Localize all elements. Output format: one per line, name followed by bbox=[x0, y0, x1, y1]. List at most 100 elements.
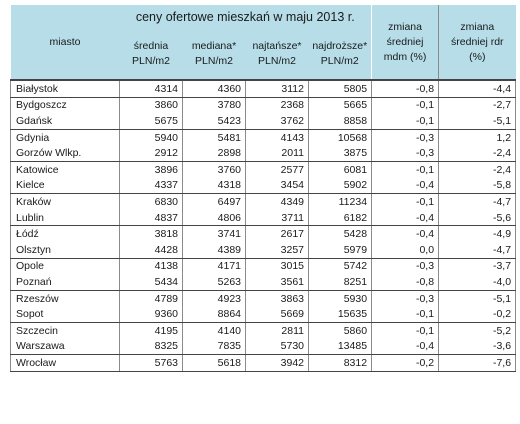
cell-najtansze: 5730 bbox=[245, 338, 309, 356]
header-mediana-line2: PLN/m2 bbox=[195, 55, 233, 67]
cell-miasto: Kielce bbox=[10, 177, 120, 195]
cell-miasto: Gdynia bbox=[10, 129, 120, 146]
header-zmiana-mdm: zmiana średniej mdm (%) bbox=[371, 5, 439, 81]
cell-mediana: 6497 bbox=[182, 193, 246, 210]
cell-najtansze: 3454 bbox=[245, 177, 309, 195]
cell-mediana: 4389 bbox=[182, 241, 246, 259]
cell-zmiana-mdm: -0,4 bbox=[371, 209, 440, 227]
cell-miasto: Olsztyn bbox=[10, 241, 120, 259]
table-row: Łódź 3818 3741 2617 5428 -0,4 -4,9 bbox=[10, 225, 517, 242]
cell-zmiana-mdm: -0,3 bbox=[371, 129, 440, 146]
cell-najtansze: 5669 bbox=[245, 306, 309, 323]
cell-najtansze: 2368 bbox=[245, 97, 309, 114]
cell-zmiana-rdr: -5,8 bbox=[438, 177, 517, 195]
cell-srednia: 4789 bbox=[119, 290, 183, 307]
table-row: Szczecin 4195 4140 2811 5860 -0,1 -5,2 bbox=[10, 322, 517, 339]
price-table: miasto ceny ofertowe mieszkań w maju 201… bbox=[10, 5, 517, 372]
cell-zmiana-rdr: -5,1 bbox=[438, 113, 517, 130]
cell-zmiana-mdm: -0,8 bbox=[371, 274, 440, 291]
table-row: Wrocław 5763 5618 3942 8312 -0,2 -7,6 bbox=[10, 354, 517, 372]
table-row: Poznań 5434 5263 3561 8251 -0,8 -4,0 bbox=[10, 274, 517, 291]
cell-srednia: 4337 bbox=[119, 177, 183, 195]
cell-mediana: 7835 bbox=[182, 338, 246, 356]
table-row: Sopot 9360 8864 5669 15635 -0,1 -0,2 bbox=[10, 306, 517, 323]
cell-mediana: 4318 bbox=[182, 177, 246, 195]
cell-zmiana-rdr: -4,7 bbox=[438, 193, 517, 210]
cell-srednia: 4138 bbox=[119, 258, 183, 275]
cell-zmiana-rdr: -4,4 bbox=[438, 80, 517, 98]
cell-zmiana-mdm: -0,1 bbox=[371, 161, 440, 178]
cell-srednia: 4837 bbox=[119, 209, 183, 227]
cell-zmiana-mdm: -0,3 bbox=[371, 290, 440, 307]
cell-miasto: Bydgoszcz bbox=[10, 97, 120, 114]
cell-najdrozsze: 6182 bbox=[307, 209, 373, 227]
header-miasto: miasto bbox=[10, 5, 120, 81]
cell-najtansze: 3561 bbox=[245, 274, 309, 291]
table-row: Warszawa 8325 7835 5730 13485 -0,4 -3,6 bbox=[10, 338, 517, 356]
header-najdrozsze-line1: najdroższe* bbox=[312, 40, 368, 52]
cell-zmiana-mdm: -0,4 bbox=[371, 338, 440, 356]
header-zmiana-rdr-line2: średniej rdr bbox=[451, 35, 504, 48]
table-row: Gdynia 5940 5481 4143 10568 -0,3 1,2 bbox=[10, 129, 517, 146]
cell-miasto: Katowice bbox=[10, 161, 120, 178]
cell-najtansze: 2577 bbox=[245, 161, 309, 178]
table-row: Białystok 4314 4360 3112 5805 -0,8 -4,4 bbox=[10, 80, 517, 98]
table-row: Lublin 4837 4806 3711 6182 -0,4 -5,6 bbox=[10, 209, 517, 227]
cell-zmiana-rdr: -4,0 bbox=[438, 274, 517, 291]
cell-miasto: Kraków bbox=[10, 193, 120, 210]
header-zmiana-rdr-line3: (%) bbox=[469, 50, 486, 63]
cell-zmiana-mdm: -0,3 bbox=[371, 145, 440, 162]
cell-zmiana-mdm: -0,1 bbox=[371, 322, 440, 339]
header-najtansze-line1: najtańsze* bbox=[252, 40, 302, 52]
cell-srednia: 6830 bbox=[119, 193, 183, 210]
cell-najdrozsze: 8251 bbox=[307, 274, 373, 291]
header-zmiana-rdr-line1: zmiana bbox=[460, 20, 495, 33]
cell-mediana: 4360 bbox=[182, 80, 246, 98]
cell-mediana: 3780 bbox=[182, 97, 246, 114]
cell-zmiana-rdr: -2,4 bbox=[438, 145, 517, 162]
cell-srednia: 4195 bbox=[119, 322, 183, 339]
cell-najtansze: 3863 bbox=[245, 290, 309, 307]
table-row: Kielce 4337 4318 3454 5902 -0,4 -5,8 bbox=[10, 177, 517, 195]
table-row: Opole 4138 4171 3015 5742 -0,3 -3,7 bbox=[10, 258, 517, 275]
cell-zmiana-mdm: -0,1 bbox=[371, 306, 440, 323]
cell-najdrozsze: 5979 bbox=[307, 241, 373, 259]
cell-najdrozsze: 5742 bbox=[307, 258, 373, 275]
cell-zmiana-rdr: -4,7 bbox=[438, 241, 517, 259]
cell-zmiana-rdr: 1,2 bbox=[438, 129, 517, 146]
cell-miasto: Opole bbox=[10, 258, 120, 275]
header-srednia: średnia PLN/m2 bbox=[119, 29, 183, 81]
cell-miasto: Białystok bbox=[10, 80, 120, 98]
cell-zmiana-mdm: -0,8 bbox=[371, 80, 440, 98]
table-row: Gdańsk 5675 5423 3762 8858 -0,1 -5,1 bbox=[10, 113, 517, 130]
header-najtansze-line2: PLN/m2 bbox=[258, 55, 296, 67]
cell-miasto: Gorzów Wlkp. bbox=[10, 145, 120, 162]
cell-srednia: 4428 bbox=[119, 241, 183, 259]
cell-zmiana-rdr: -2,4 bbox=[438, 161, 517, 178]
cell-mediana: 5618 bbox=[182, 354, 246, 372]
cell-najdrozsze: 11234 bbox=[307, 193, 373, 210]
cell-mediana: 2898 bbox=[182, 145, 246, 162]
cell-miasto: Sopot bbox=[10, 306, 120, 323]
header-zmiana-mdm-line2: średniej bbox=[386, 35, 424, 48]
cell-zmiana-mdm: -0,3 bbox=[371, 258, 440, 275]
table-row: Rzeszów 4789 4923 3863 5930 -0,3 -5,1 bbox=[10, 290, 517, 307]
table-row: Kraków 6830 6497 4349 11234 -0,1 -4,7 bbox=[10, 193, 517, 210]
cell-srednia: 4314 bbox=[119, 80, 183, 98]
header-srednia-line2: PLN/m2 bbox=[132, 55, 170, 67]
cell-najtansze: 3762 bbox=[245, 113, 309, 130]
cell-miasto: Rzeszów bbox=[10, 290, 120, 307]
cell-zmiana-rdr: -0,2 bbox=[438, 306, 517, 323]
cell-najdrozsze: 8858 bbox=[307, 113, 373, 130]
cell-zmiana-rdr: -5,6 bbox=[438, 209, 517, 227]
cell-srednia: 5940 bbox=[119, 129, 183, 146]
cell-najdrozsze: 5665 bbox=[307, 97, 373, 114]
table-row: Gorzów Wlkp. 2912 2898 2011 3875 -0,3 -2,4 bbox=[10, 145, 517, 162]
header-zmiana-mdm-line3: mdm (%) bbox=[383, 50, 427, 63]
cell-miasto: Szczecin bbox=[10, 322, 120, 339]
cell-najdrozsze: 5805 bbox=[307, 80, 373, 98]
cell-mediana: 5423 bbox=[182, 113, 246, 130]
header-zmiana-mdm-line1: zmiana bbox=[388, 20, 422, 33]
header-zmiana-rdr: zmiana średniej rdr (%) bbox=[438, 5, 516, 81]
